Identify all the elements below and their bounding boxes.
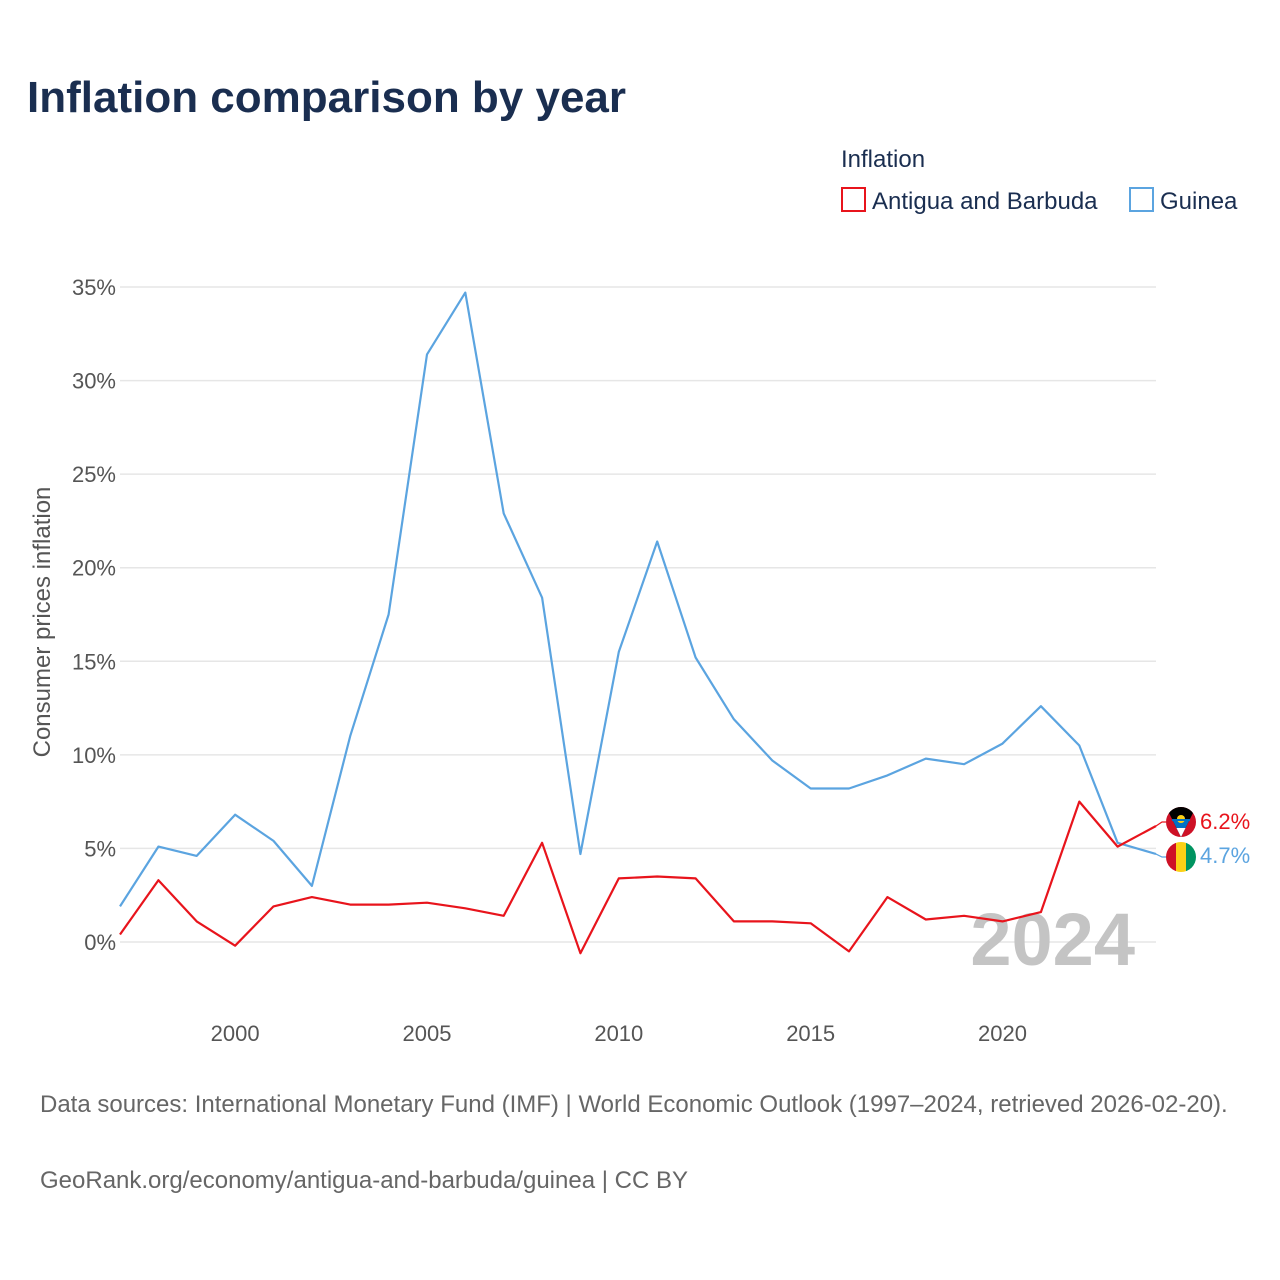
end-label-antigua-and-barbuda: 6.2%: [1200, 809, 1250, 834]
x-tick-label: 2005: [402, 1021, 451, 1046]
guinea-flag-icon: [1166, 842, 1196, 872]
legend-label-antigua-and-barbuda: Antigua and Barbuda: [872, 188, 1098, 215]
legend-item-antigua-and-barbuda[interactable]: Antigua and Barbuda: [841, 187, 1098, 215]
footer-sources: Data sources: International Monetary Fun…: [40, 1091, 1228, 1118]
inflation-chart: Inflation comparison by year Inflation A…: [27, 73, 1250, 1046]
y-tick-label: 0%: [84, 930, 116, 955]
end-connector: [1155, 853, 1166, 858]
y-tick-label: 20%: [72, 556, 116, 581]
legend: Inflation Antigua and Barbuda Guinea: [841, 146, 1238, 215]
series: [119, 291, 1166, 955]
legend-title: Inflation: [841, 146, 925, 173]
legend-swatch-antigua-and-barbuda: [841, 187, 866, 212]
x-tick-label: 2010: [594, 1021, 643, 1046]
y-axis-ticks: 0% 5% 10% 15% 20% 25% 30% 35%: [72, 275, 116, 955]
x-tick-label: 2000: [211, 1021, 260, 1046]
y-tick-label: 10%: [72, 743, 116, 768]
end-connector: [1155, 821, 1166, 827]
x-axis-ticks: 2000 2005 2010 2015 2020: [211, 1021, 1027, 1046]
antigua-and-barbuda-flag-icon: [1166, 807, 1196, 837]
year-watermark: 2024: [970, 898, 1135, 981]
end-label-guinea: 4.7%: [1200, 843, 1250, 868]
x-tick-label: 2020: [978, 1021, 1027, 1046]
chart-title: Inflation comparison by year: [27, 73, 626, 122]
y-tick-label: 35%: [72, 275, 116, 300]
y-tick-label: 25%: [72, 462, 116, 487]
y-tick-label: 30%: [72, 369, 116, 394]
y-tick-label: 5%: [84, 836, 116, 861]
legend-label-guinea: Guinea: [1160, 188, 1238, 215]
grid: [120, 286, 1156, 943]
series-line-antigua-and-barbuda: [119, 800, 1157, 955]
y-tick-label: 15%: [72, 649, 116, 674]
footer-credit: GeoRank.org/economy/antigua-and-barbuda/…: [40, 1167, 688, 1194]
y-axis-label: Consumer prices inflation: [29, 487, 56, 758]
legend-swatch-guinea: [1129, 187, 1154, 212]
legend-item-guinea[interactable]: Guinea: [1129, 187, 1238, 215]
series-line-guinea: [119, 291, 1157, 907]
x-tick-label: 2015: [786, 1021, 835, 1046]
